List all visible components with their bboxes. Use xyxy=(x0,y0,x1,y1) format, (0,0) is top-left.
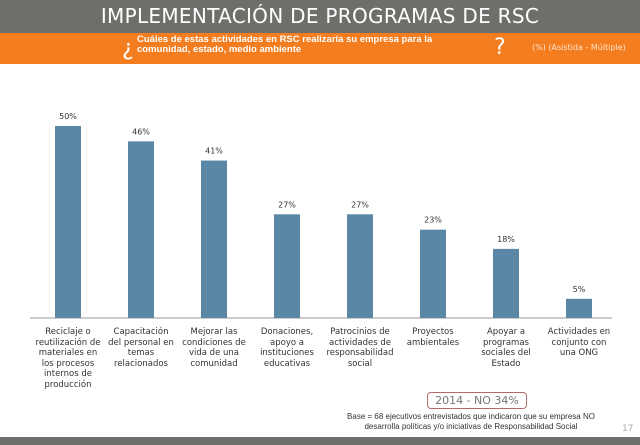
category-label: Reciclaje o reutilización de materiales … xyxy=(35,327,101,390)
data-label: 50% xyxy=(59,112,77,121)
question-band: ¿ Cuáles de estas actividades en RSC rea… xyxy=(0,33,640,64)
data-label: 46% xyxy=(132,127,150,136)
category-label: Donaciones, apoyo a instituciones educat… xyxy=(260,327,314,369)
category-label: Actividades en conjunto con una ONG xyxy=(547,327,611,358)
category-label: Mejorar las condiciones de vida de una c… xyxy=(182,327,246,369)
page-number: 17 xyxy=(622,424,634,434)
footer-bar xyxy=(0,437,640,445)
bar xyxy=(420,229,446,318)
bar-chart: 50% 46% 41% 27% 27% 23% 18% 5% xyxy=(30,112,612,319)
bar xyxy=(566,298,592,318)
data-label: 18% xyxy=(497,235,515,244)
bar xyxy=(493,248,519,318)
category-label: Proyectos ambientales xyxy=(406,327,460,348)
data-label: 27% xyxy=(278,200,296,209)
question-text: Cuáles de estas actividades en RSC reali… xyxy=(137,34,433,55)
page-title: IMPLEMENTACIÓN DE PROGRAMAS DE RSC xyxy=(0,0,640,33)
question-note: (%) (Asistida - Múltiple) xyxy=(532,43,626,52)
question-close-mark: ? xyxy=(494,35,506,60)
question-open-mark: ¿ xyxy=(122,36,134,61)
bar xyxy=(274,214,300,318)
bar xyxy=(55,126,81,318)
category-label: Capacitación del personal en temas relac… xyxy=(108,327,174,369)
bar xyxy=(347,214,373,318)
bar xyxy=(201,160,227,318)
data-label: 23% xyxy=(424,216,442,225)
year-badge: 2014 - NO 34% xyxy=(427,392,527,409)
base-note: Base = 68 ejecutivos entrevistados que i… xyxy=(347,412,595,431)
category-label: Apoyar a programas sociales del Estado xyxy=(481,327,531,369)
data-label: 27% xyxy=(351,200,369,209)
category-label: Patrocinios de actividades de responsabi… xyxy=(326,327,394,369)
data-label: 41% xyxy=(205,147,223,156)
bar xyxy=(128,141,154,318)
data-label: 5% xyxy=(573,285,586,294)
